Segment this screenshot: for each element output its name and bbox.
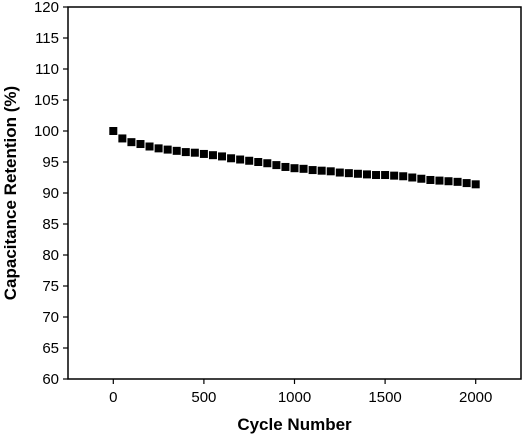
data-point bbox=[462, 179, 471, 188]
x-tick-label: 1500 bbox=[368, 389, 401, 406]
data-points bbox=[109, 127, 480, 189]
data-point bbox=[263, 159, 272, 168]
x-tick-label: 0 bbox=[109, 389, 117, 406]
x-tick-label: 1000 bbox=[278, 389, 311, 406]
data-point bbox=[326, 167, 335, 176]
data-point bbox=[208, 151, 217, 160]
data-point bbox=[109, 127, 118, 135]
y-tick-label: 100 bbox=[34, 123, 59, 140]
y-tick-label: 60 bbox=[42, 371, 59, 388]
data-point bbox=[118, 134, 127, 143]
data-point bbox=[435, 176, 444, 185]
data-point bbox=[245, 156, 254, 165]
data-point bbox=[227, 154, 236, 163]
data-point bbox=[381, 171, 390, 180]
y-axis-title: Capacitance Retention (%) bbox=[1, 86, 20, 300]
data-point bbox=[199, 149, 208, 158]
data-point bbox=[154, 144, 163, 153]
data-point bbox=[136, 140, 145, 149]
y-tick-label: 75 bbox=[42, 278, 59, 295]
x-axis-ticks: 0 500 1000 1500 2000 bbox=[109, 379, 492, 406]
data-point bbox=[181, 148, 190, 157]
y-tick-label: 65 bbox=[42, 340, 59, 357]
y-tick-label: 95 bbox=[42, 154, 59, 171]
data-point bbox=[453, 177, 462, 186]
y-axis-ticks: 60 65 70 75 80 85 90 95 100 105 110 115 120 bbox=[34, 0, 68, 388]
data-point bbox=[190, 148, 199, 157]
y-tick-label: 90 bbox=[42, 185, 59, 202]
data-point bbox=[317, 166, 326, 175]
y-tick-label: 80 bbox=[42, 247, 59, 264]
y-tick-label: 115 bbox=[35, 30, 59, 47]
y-tick-label: 120 bbox=[34, 0, 59, 16]
data-point bbox=[399, 172, 408, 181]
data-point bbox=[254, 158, 263, 166]
data-point bbox=[353, 169, 362, 178]
data-point bbox=[218, 152, 227, 161]
data-point bbox=[272, 161, 281, 170]
data-point bbox=[335, 168, 344, 177]
data-point bbox=[308, 166, 317, 175]
data-point bbox=[444, 177, 453, 186]
data-point bbox=[344, 169, 353, 178]
data-point bbox=[145, 142, 154, 151]
y-tick-label: 85 bbox=[42, 216, 59, 233]
data-point bbox=[163, 145, 172, 154]
data-point bbox=[127, 138, 136, 147]
y-tick-label: 70 bbox=[42, 309, 59, 326]
plot-frame bbox=[67, 6, 522, 380]
y-tick-label: 105 bbox=[34, 92, 59, 109]
x-axis-title: Cycle Number bbox=[237, 415, 352, 434]
data-point bbox=[299, 164, 308, 173]
x-tick-label: 500 bbox=[191, 389, 216, 406]
data-point bbox=[236, 155, 245, 164]
data-point bbox=[417, 174, 426, 183]
x-tick-label: 2000 bbox=[459, 389, 492, 406]
data-point bbox=[362, 170, 371, 179]
data-point bbox=[390, 171, 399, 180]
data-point bbox=[172, 146, 181, 155]
y-tick-label: 110 bbox=[35, 61, 59, 78]
data-point bbox=[290, 164, 299, 173]
data-point bbox=[281, 162, 290, 171]
data-point bbox=[372, 171, 381, 180]
data-point bbox=[426, 175, 435, 184]
data-point bbox=[471, 180, 480, 189]
data-point bbox=[408, 173, 417, 182]
